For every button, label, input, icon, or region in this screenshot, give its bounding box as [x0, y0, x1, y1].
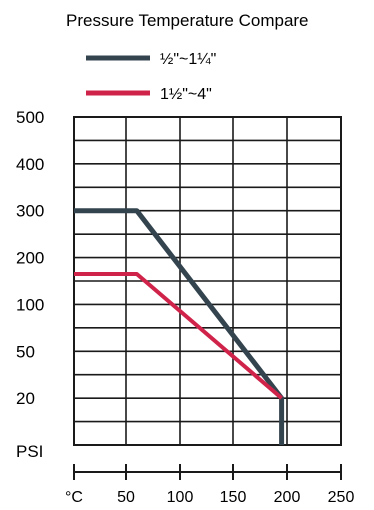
x-tick-label: °C — [65, 489, 83, 506]
y-tick-label: 500 — [16, 108, 44, 127]
plot-grid — [73, 116, 342, 446]
x-tick-label: 250 — [328, 489, 355, 506]
y-tick-label: 100 — [16, 295, 44, 314]
x-tick-label: 100 — [167, 489, 194, 506]
legend-label: 1½"~4" — [160, 86, 212, 103]
legend: ½"~1¼" 1½"~4" — [86, 51, 216, 103]
y-tick-label: 200 — [16, 249, 44, 268]
x-tick-label: 200 — [274, 489, 301, 506]
y-tick-label: 20 — [16, 389, 35, 408]
y-axis-label: PSI — [16, 442, 43, 461]
x-axis: °C 50 100 150 200 250 — [65, 464, 354, 506]
series-lines — [74, 208, 285, 445]
x-tick-label: 150 — [220, 489, 247, 506]
y-tick-label: 50 — [16, 342, 35, 361]
series-line-1 — [74, 208, 285, 445]
y-tick-label: 300 — [16, 202, 44, 221]
y-axis-ticks: 500 400 300 200 100 50 20 — [16, 108, 44, 408]
x-tick-label: 50 — [117, 489, 135, 506]
legend-label: ½"~1¼" — [160, 51, 216, 68]
y-tick-label: 400 — [16, 155, 44, 174]
chart-title: Pressure Temperature Compare — [66, 11, 309, 30]
series-line-2 — [74, 272, 283, 400]
